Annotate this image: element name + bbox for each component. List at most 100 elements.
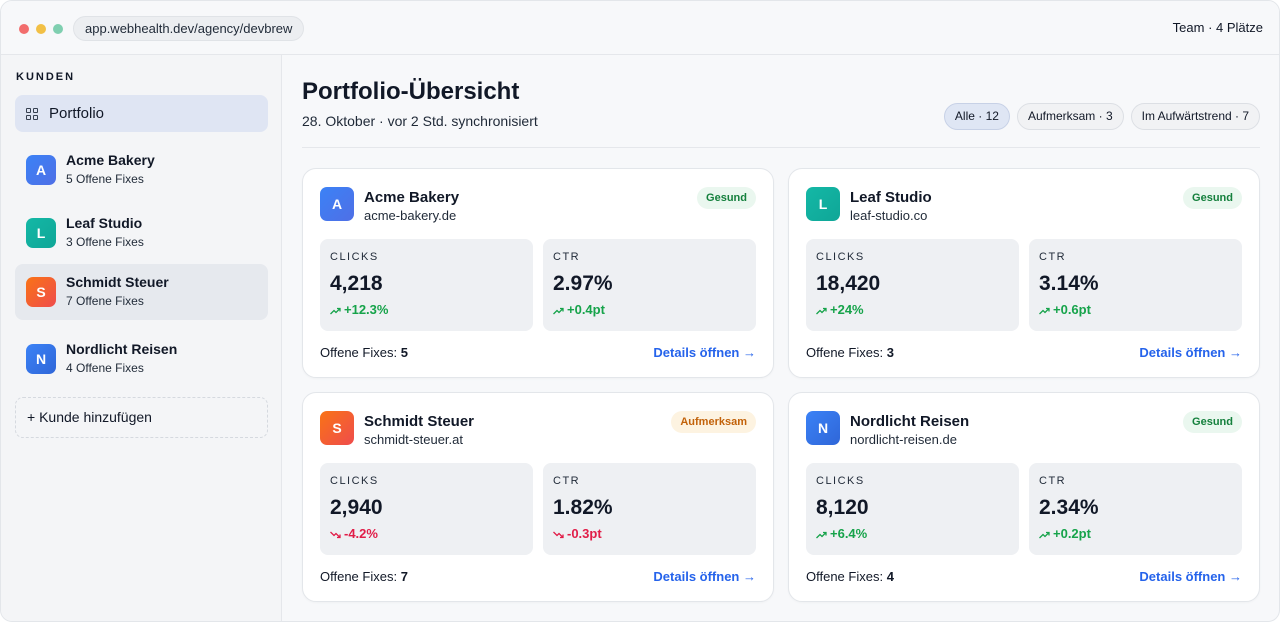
sidebar-item-label: Portfolio: [49, 105, 105, 122]
ctr-delta: +0.4pt: [553, 302, 605, 317]
trend-up-icon: [816, 531, 827, 539]
sidebar-client-acme-bakery[interactable]: A Acme Bakery 5 Offene Fixes: [15, 142, 268, 198]
clicks-value: 18,420: [816, 272, 881, 295]
client-name: Acme Bakery: [364, 189, 460, 206]
open-fixes: Offene Fixes: 7: [320, 569, 408, 584]
details-link[interactable]: Details öffnen →: [1139, 345, 1242, 360]
filter-attention[interactable]: Aufmerksam · 3: [1016, 103, 1124, 130]
client-name: Schmidt Steuer: [364, 413, 475, 430]
status-badge: Gesund: [697, 187, 756, 209]
client-domain: acme-bakery.de: [364, 208, 457, 223]
client-open-fixes: 4 Offene Fixes: [66, 361, 144, 375]
add-client-button[interactable]: + Kunde hinzufügen: [15, 397, 268, 438]
clicks-value: 2,940: [330, 496, 383, 519]
client-name: Acme Bakery: [66, 152, 155, 168]
client-domain: nordlicht-reisen.de: [850, 432, 957, 447]
sidebar-client-schmidt-steuer[interactable]: S Schmidt Steuer 7 Offene Fixes: [15, 264, 268, 320]
trend-down-icon: [553, 531, 564, 539]
metric-label: CTR: [1039, 475, 1067, 487]
ctr-metric: CTR 2.34% +0.2pt: [1029, 463, 1242, 555]
sidebar-item-portfolio[interactable]: Portfolio: [15, 95, 268, 132]
sidebar-heading: KUNDEN: [16, 71, 76, 83]
status-badge: Gesund: [1183, 187, 1242, 209]
filter-chips: Alle · 12 Aufmerksam · 3 Im Aufwärtstren…: [943, 103, 1260, 130]
trend-up-icon: [1039, 531, 1050, 539]
open-fixes: Offene Fixes: 5: [320, 345, 408, 360]
close-window-button[interactable]: [19, 24, 29, 34]
clicks-delta: +24%: [816, 302, 864, 317]
ctr-value: 1.82%: [553, 496, 613, 519]
client-name: Leaf Studio: [850, 189, 932, 206]
details-link[interactable]: Details öffnen →: [653, 569, 756, 584]
trend-up-icon: [816, 307, 827, 315]
metric-label: CLICKS: [330, 475, 379, 487]
ctr-metric: CTR 1.82% -0.3pt: [543, 463, 756, 555]
trend-up-icon: [1039, 307, 1050, 315]
metric-label: CTR: [553, 475, 581, 487]
clicks-delta: +6.4%: [816, 526, 867, 541]
avatar: L: [806, 187, 840, 221]
sidebar-client-nordlicht-reisen[interactable]: N Nordlicht Reisen 4 Offene Fixes: [15, 331, 268, 387]
open-fixes: Offene Fixes: 4: [806, 569, 894, 584]
client-domain: leaf-studio.co: [850, 208, 928, 223]
team-seats: Team · 4 Plätze: [1172, 20, 1263, 35]
clicks-value: 8,120: [816, 496, 869, 519]
client-open-fixes: 3 Offene Fixes: [66, 235, 144, 249]
ctr-metric: CTR 3.14% +0.6pt: [1029, 239, 1242, 331]
client-card-leaf-studio: L Leaf Studio leaf-studio.co Gesund CLIC…: [788, 168, 1260, 378]
metric-label: CLICKS: [816, 251, 865, 263]
details-link[interactable]: Details öffnen →: [1139, 569, 1242, 584]
avatar: N: [26, 344, 56, 374]
sidebar: KUNDEN Portfolio A Acme Bakery 5 Offene …: [1, 55, 282, 621]
avatar: A: [320, 187, 354, 221]
clicks-value: 4,218: [330, 272, 383, 295]
clicks-delta: -4.2%: [330, 526, 378, 541]
header-divider: [302, 147, 1260, 148]
clicks-metric: CLICKS 18,420 +24%: [806, 239, 1019, 331]
sync-status: 28. Oktober · vor 2 Std. synchronisiert: [302, 113, 538, 129]
ctr-metric: CTR 2.97% +0.4pt: [543, 239, 756, 331]
status-badge: Aufmerksam: [671, 411, 756, 433]
grid-icon: [26, 108, 38, 120]
clicks-metric: CLICKS 4,218 +12.3%: [320, 239, 533, 331]
client-open-fixes: 5 Offene Fixes: [66, 172, 144, 186]
page-title: Portfolio-Übersicht: [302, 78, 520, 105]
trend-up-icon: [553, 307, 564, 315]
client-name: Nordlicht Reisen: [850, 413, 970, 430]
status-badge: Gesund: [1183, 411, 1242, 433]
avatar: L: [26, 218, 56, 248]
metric-label: CTR: [1039, 251, 1067, 263]
metric-label: CLICKS: [816, 475, 865, 487]
avatar: S: [320, 411, 354, 445]
client-name: Nordlicht Reisen: [66, 341, 178, 357]
avatar: A: [26, 155, 56, 185]
open-fixes: Offene Fixes: 3: [806, 345, 894, 360]
trend-up-icon: [330, 307, 341, 315]
ctr-delta: +0.6pt: [1039, 302, 1091, 317]
ctr-value: 2.97%: [553, 272, 613, 295]
client-domain: schmidt-steuer.at: [364, 432, 463, 447]
sidebar-client-leaf-studio[interactable]: L Leaf Studio 3 Offene Fixes: [15, 205, 268, 261]
clicks-delta: +12.3%: [330, 302, 388, 317]
details-link[interactable]: Details öffnen →: [653, 345, 756, 360]
ctr-value: 2.34%: [1039, 496, 1099, 519]
client-card-nordlicht-reisen: N Nordlicht Reisen nordlicht-reisen.de G…: [788, 392, 1260, 602]
client-open-fixes: 7 Offene Fixes: [66, 294, 144, 308]
trend-down-icon: [330, 531, 341, 539]
ctr-delta: -0.3pt: [553, 526, 602, 541]
filter-all[interactable]: Alle · 12: [943, 103, 1010, 130]
metric-label: CTR: [553, 251, 581, 263]
ctr-delta: +0.2pt: [1039, 526, 1091, 541]
main-content: Portfolio-Übersicht 28. Oktober · vor 2 …: [282, 55, 1279, 621]
minimize-window-button[interactable]: [36, 24, 46, 34]
client-card-acme-bakery: A Acme Bakery acme-bakery.de Gesund CLIC…: [302, 168, 774, 378]
client-name: Schmidt Steuer: [66, 274, 169, 290]
filter-trending-up[interactable]: Im Aufwärtstrend · 7: [1130, 103, 1260, 130]
clicks-metric: CLICKS 2,940 -4.2%: [320, 463, 533, 555]
address-bar[interactable]: app.webhealth.dev/agency/devbrew: [73, 16, 305, 41]
maximize-window-button[interactable]: [53, 24, 63, 34]
ctr-value: 3.14%: [1039, 272, 1099, 295]
metric-label: CLICKS: [330, 251, 379, 263]
title-bar: app.webhealth.dev/agency/devbrew Team · …: [1, 1, 1279, 55]
client-name: Leaf Studio: [66, 215, 143, 231]
